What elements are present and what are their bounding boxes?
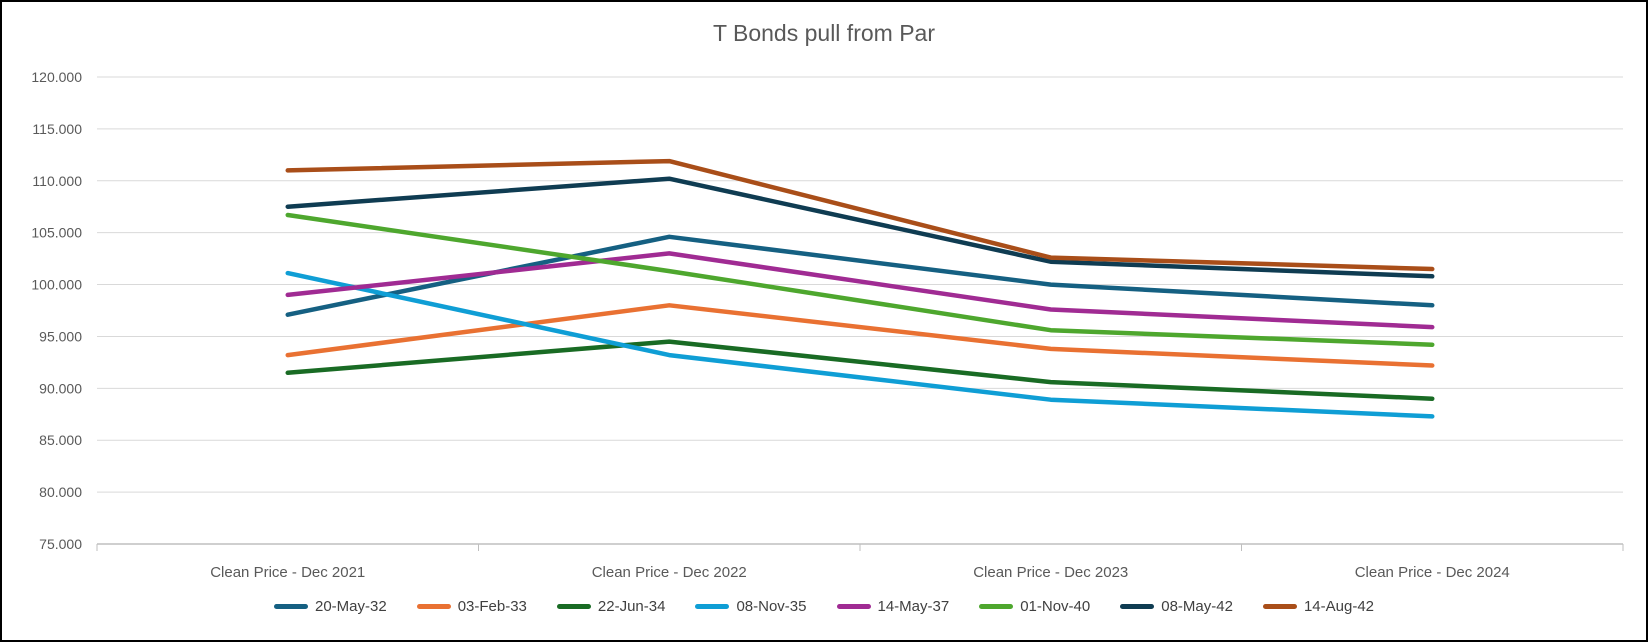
series-line-14-Aug-42 [285,158,1435,272]
x-axis-category-label: Clean Price - Dec 2024 [1355,564,1510,581]
legend-swatch [556,604,591,609]
legend-label: 14-May-37 [877,598,950,615]
legend-swatch [979,604,1014,609]
series-line-01-Nov-40 [285,212,1435,347]
legend-label: 03-Feb-33 [457,598,527,615]
y-axis-tick-label: 110.000 [32,173,82,189]
legend-item-03-Feb-33: 03-Feb-33 [416,598,527,615]
series-line-03-Feb-33 [285,303,1435,368]
y-axis-tick-label: 100.000 [31,277,82,293]
legend-label: 20-May-32 [314,598,387,615]
legend-swatch [273,604,308,609]
legend-label: 14-Aug-42 [1303,598,1375,615]
series-line-22-Jun-34 [285,339,1435,401]
y-axis-tick-label: 95.000 [39,328,82,344]
series-line-08-May-42 [285,176,1435,279]
legend-item-22-Jun-34: 22-Jun-34 [556,598,666,615]
legend-swatch [836,604,871,609]
legend-swatch [1120,604,1155,609]
legend-swatch [695,604,730,609]
legend-label: 01-Nov-40 [1020,598,1091,615]
x-axis-category-label: Clean Price - Dec 2021 [210,564,365,581]
chart-title: T Bonds pull from Par [712,20,935,46]
legend-swatch [1262,604,1297,609]
legend: 20-May-32 03-Feb-33 22-Jun-34 08-Nov-35 14-M… [2,598,1646,615]
legend-label: 22-Jun-34 [597,598,666,615]
legend-item-14-Aug-42: 14-Aug-42 [1262,598,1375,615]
y-axis-tick-label: 75.000 [39,536,82,552]
y-axis-tick-label: 120.000 [31,69,82,85]
legend-item-08-Nov-35: 08-Nov-35 [695,598,807,615]
legend-item-14-May-37: 14-May-37 [836,598,950,615]
y-axis-tick-label: 80.000 [39,484,82,500]
y-axis-tick-label: 85.000 [39,432,82,448]
y-axis-tick-label: 105.000 [31,225,82,241]
legend-swatch [416,604,451,609]
legend-label: 08-May-42 [1161,598,1233,615]
series-line-08-Nov-35 [285,270,1435,419]
x-axis-category-label: Clean Price - Dec 2022 [592,564,747,581]
legend-item-08-May-42: 08-May-42 [1120,598,1233,615]
y-axis-tick-label: 90.000 [39,380,82,396]
y-axis-tick-label: 115.000 [32,121,82,137]
legend-item-01-Nov-40: 01-Nov-40 [979,598,1090,615]
legend-label: 08-Nov-35 [736,598,807,615]
x-axis-category-label: Clean Price - Dec 2023 [973,564,1128,581]
legend-item-20-May-32: 20-May-32 [273,598,387,615]
series-line-14-May-37 [285,251,1435,330]
